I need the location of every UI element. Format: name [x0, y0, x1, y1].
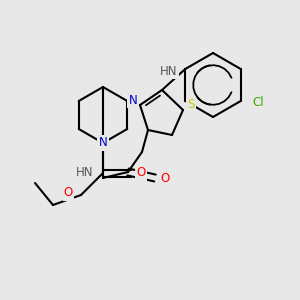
Text: HN: HN	[76, 166, 93, 178]
Text: HN: HN	[160, 65, 177, 78]
Text: O: O	[160, 172, 169, 184]
Text: Cl: Cl	[253, 97, 264, 110]
Text: N: N	[99, 136, 107, 149]
Text: O: O	[136, 167, 146, 179]
Text: S: S	[187, 98, 195, 112]
Text: O: O	[64, 187, 73, 200]
Text: N: N	[129, 94, 137, 106]
